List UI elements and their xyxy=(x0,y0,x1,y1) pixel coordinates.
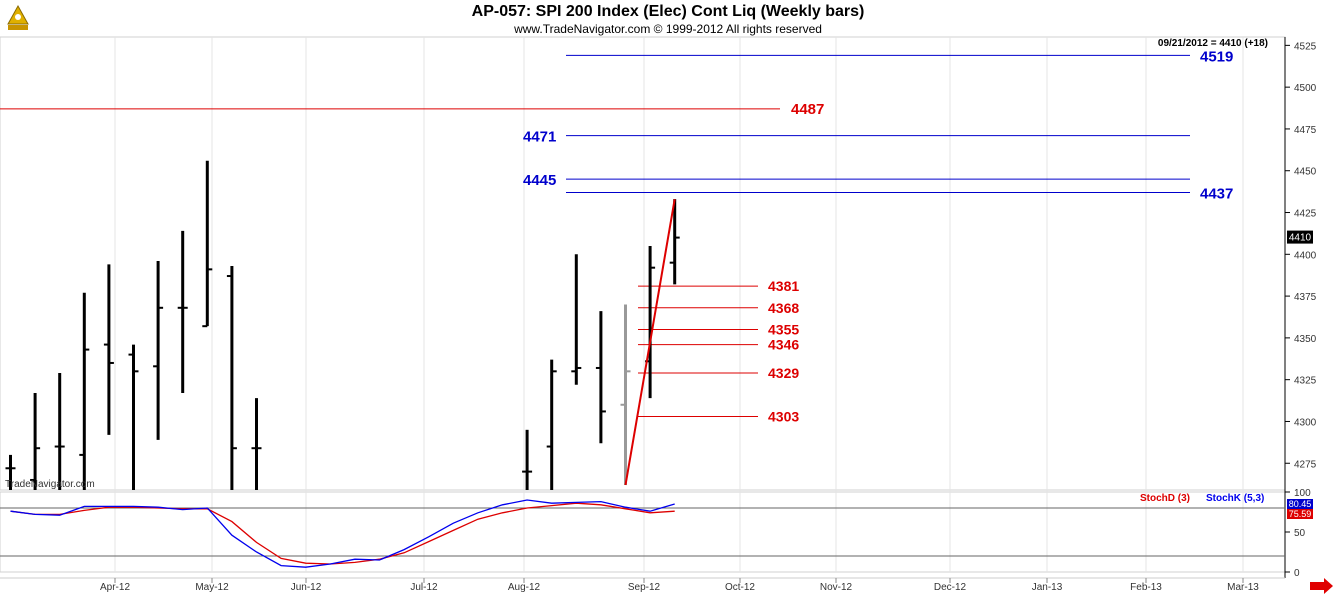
x-tick-label: Mar-13 xyxy=(1227,582,1259,593)
trade-navigator-logo-icon xyxy=(3,3,33,33)
stoch-k-value: 80.45 xyxy=(1289,499,1312,509)
chart-header: AP-057: SPI 200 Index (Elec) Cont Liq (W… xyxy=(0,0,1336,36)
stoch-k-line xyxy=(10,499,675,568)
y-tick-label: 4425 xyxy=(1294,209,1317,220)
red-level-label: 4303 xyxy=(768,408,799,424)
y-tick-label: 4475 xyxy=(1294,125,1317,136)
blue-level-label: 4471 xyxy=(523,129,556,146)
stoch-y-tick-label: 100 xyxy=(1294,488,1311,499)
current-price-box xyxy=(1287,230,1313,244)
y-tick-label: 4525 xyxy=(1294,41,1317,52)
chart-title: AP-057: SPI 200 Index (Elec) Cont Liq (W… xyxy=(471,3,865,20)
y-tick-label: 4375 xyxy=(1294,292,1317,303)
x-tick-label: Aug-12 xyxy=(508,582,541,593)
x-tick-label: Oct-12 xyxy=(725,582,755,593)
x-tick-label: Apr-12 xyxy=(100,582,130,593)
swing-line xyxy=(624,198,676,486)
stoch-d-value: 75.59 xyxy=(1289,509,1312,519)
current-price-label: 4410 xyxy=(1289,233,1312,244)
stoch-d-line xyxy=(10,502,675,565)
stoch-k-value-box xyxy=(1287,499,1313,509)
x-tick-label: Sep-12 xyxy=(628,582,661,593)
x-tick-label: Feb-13 xyxy=(1130,582,1162,593)
y-tick-label: 4325 xyxy=(1294,376,1317,387)
legend-stoch-k: StochK (5,3) xyxy=(1206,493,1264,504)
scroll-right-arrow-icon[interactable] xyxy=(1310,578,1333,594)
red-level-label: 4355 xyxy=(768,322,799,338)
x-tick-label: Jul-12 xyxy=(410,582,438,593)
red-level-label: 4487 xyxy=(791,101,824,118)
blue-level-label: 4437 xyxy=(1200,185,1233,202)
blue-level-label: 4445 xyxy=(523,172,556,189)
red-level-label: 4346 xyxy=(768,337,799,353)
red-level-label: 4381 xyxy=(768,278,799,294)
red-level-label: 4329 xyxy=(768,365,799,381)
stoch-d-value-box xyxy=(1287,509,1313,519)
y-tick-label: 4450 xyxy=(1294,167,1317,178)
watermark: TradeNavigator.com xyxy=(5,479,95,490)
y-tick-label: 4275 xyxy=(1294,459,1317,470)
y-tick-label: 4400 xyxy=(1294,250,1317,261)
stoch-y-tick-label: 50 xyxy=(1294,528,1306,539)
x-tick-label: Jun-12 xyxy=(291,582,322,593)
y-tick-label: 4500 xyxy=(1294,83,1317,94)
x-tick-label: Jan-13 xyxy=(1032,582,1063,593)
x-tick-label: Nov-12 xyxy=(820,582,853,593)
x-tick-label: Dec-12 xyxy=(934,582,967,593)
x-tick-label: May-12 xyxy=(195,582,229,593)
chart-subtitle: www.TradeNavigator.com © 1999-2012 All r… xyxy=(514,22,822,36)
stoch-y-tick-label: 0 xyxy=(1294,568,1300,579)
blue-level-label: 4519 xyxy=(1200,48,1233,65)
y-tick-label: 4350 xyxy=(1294,334,1317,345)
last-price-note: 09/21/2012 = 4410 (+18) xyxy=(1158,38,1268,49)
red-level-label: 4368 xyxy=(768,300,799,316)
legend-stoch-d: StochD (3) xyxy=(1140,493,1190,504)
y-tick-label: 4300 xyxy=(1294,417,1317,428)
